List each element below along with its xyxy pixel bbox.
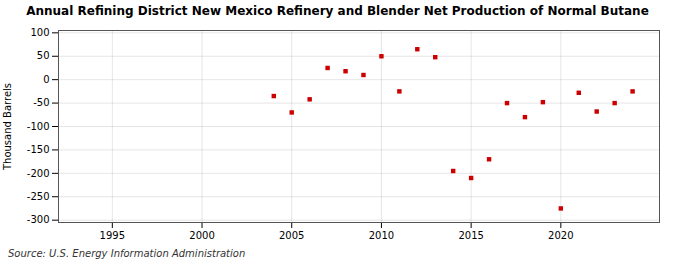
svg-text:2020: 2020 [548, 230, 573, 241]
svg-text:-150: -150 [27, 144, 50, 155]
svg-text:-250: -250 [27, 191, 50, 202]
svg-text:Thousand Barrels: Thousand Barrels [2, 83, 13, 171]
html-text:Source: U.S. Energy Informatio: Source: U.S. Energy Information Administ… [8, 248, 246, 259]
html-text:Annual Refining District New M: Annual Refining District New Mexico Refi… [26, 4, 649, 18]
svg-text:50: 50 [37, 50, 50, 61]
svg-text:2000: 2000 [189, 230, 214, 241]
svg-text:0: 0 [43, 74, 49, 85]
svg-text:1995: 1995 [100, 230, 125, 241]
svg-text:100: 100 [30, 27, 49, 38]
svg-text:2005: 2005 [279, 230, 304, 241]
svg-text:-300: -300 [27, 214, 50, 225]
svg-text:-100: -100 [27, 121, 50, 132]
svg-text:-50: -50 [33, 97, 49, 108]
svg-text:-200: -200 [27, 168, 50, 179]
svg-text:2015: 2015 [458, 230, 483, 241]
svg-text:2010: 2010 [369, 230, 394, 241]
